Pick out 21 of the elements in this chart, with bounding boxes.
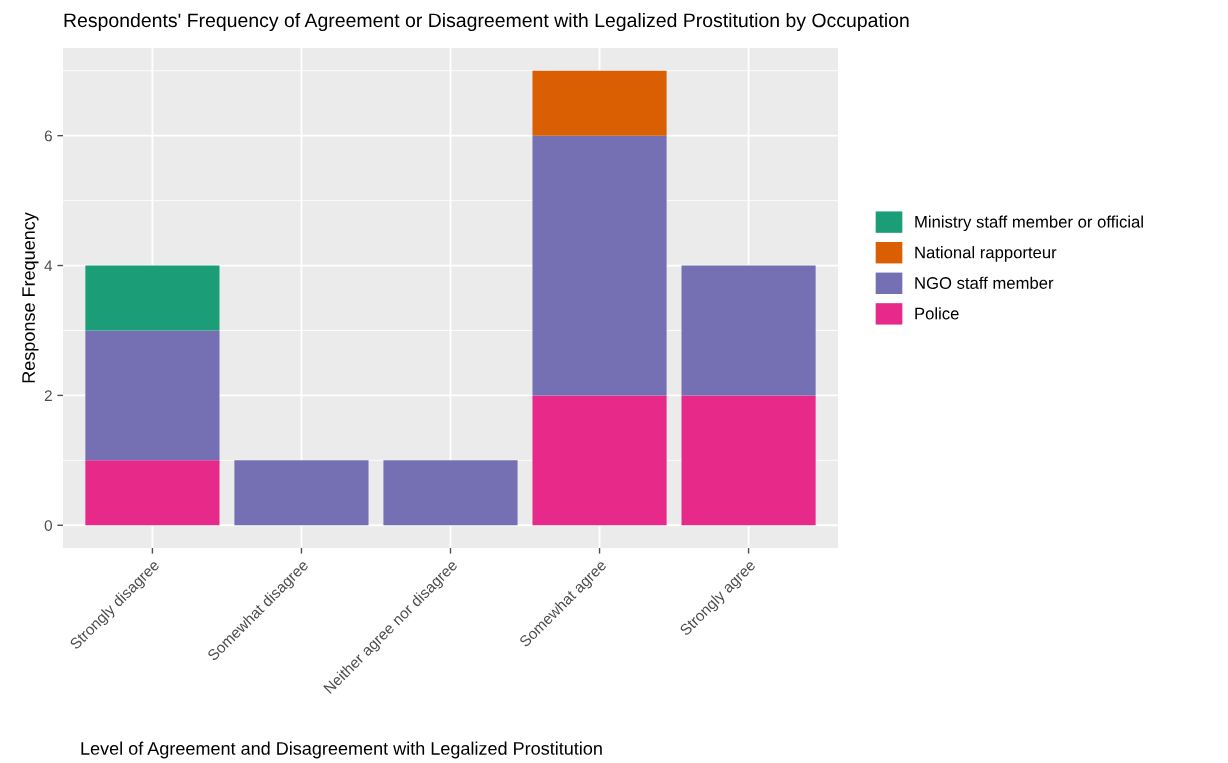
bar xyxy=(85,330,220,461)
y-tick-label: 0 xyxy=(44,520,52,531)
bar xyxy=(85,460,220,526)
bar xyxy=(681,265,816,396)
bar xyxy=(532,135,667,396)
x-axis-title: Level of Agreement and Disagreement with Legalized Prostitution xyxy=(81,741,602,759)
legend-label: National rapporteur xyxy=(915,246,1057,262)
legend-label: Ministry staff member or official xyxy=(915,215,1143,232)
y-axis-title: Response Frequency xyxy=(22,212,39,383)
legend-label: Police xyxy=(915,307,959,320)
bar xyxy=(532,395,667,526)
bar xyxy=(85,265,220,331)
bar xyxy=(681,395,816,526)
y-tick-label: 6 xyxy=(44,130,52,142)
bar xyxy=(383,460,518,526)
bar xyxy=(532,70,667,136)
y-tick-label: 4 xyxy=(44,260,53,272)
bar xyxy=(234,460,369,526)
legend-label: NGO staff member xyxy=(915,276,1054,289)
chart-title: Respondents' Frequency of Agreement or Disagreement with Legalized Prostitution by Occupation xyxy=(64,12,909,32)
y-tick-label: 2 xyxy=(44,390,52,401)
